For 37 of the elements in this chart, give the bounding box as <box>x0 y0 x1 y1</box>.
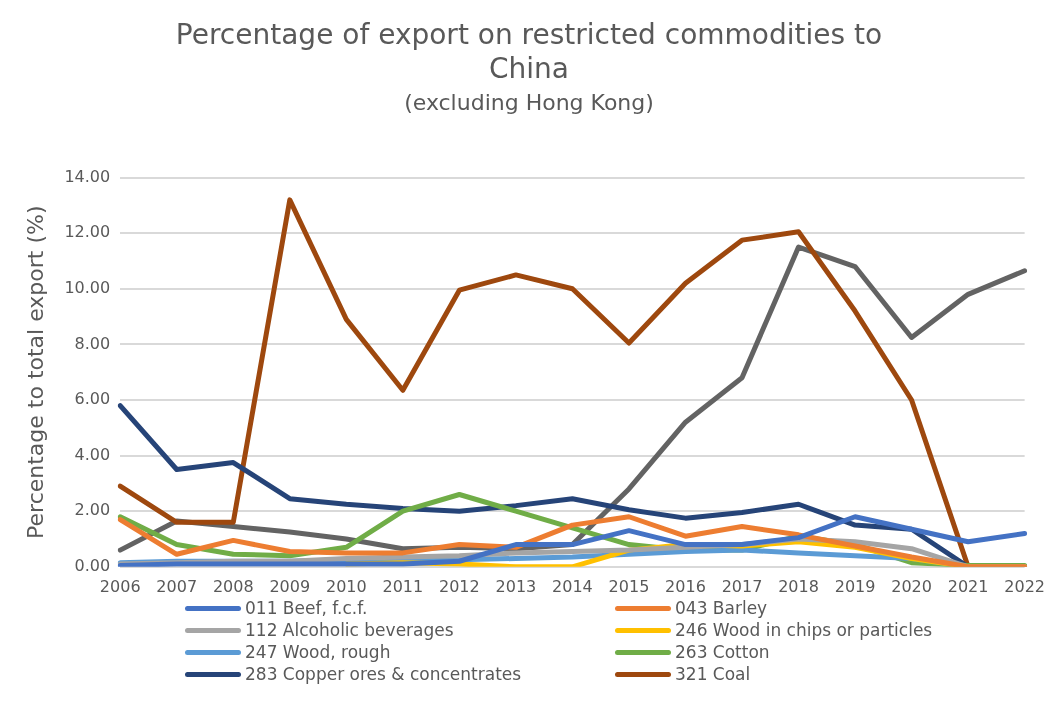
legend-label: 246 Wood in chips or particles <box>675 620 933 640</box>
x-tick-label: 2020 <box>891 576 932 596</box>
x-tick-label: 2021 <box>947 576 989 596</box>
x-tick-label: 2019 <box>834 576 876 596</box>
y-tick-label: 0.00 <box>74 555 111 575</box>
x-tick-label: 2013 <box>495 576 537 596</box>
y-tick-label: 12.00 <box>64 222 111 242</box>
y-axis-title: Percentage to total export (%) <box>22 205 48 539</box>
y-tick-label: 4.00 <box>74 444 111 464</box>
x-tick-label: 2010 <box>325 576 367 596</box>
text: Percentage of export on restricted commodities to <box>175 18 883 52</box>
x-tick-label: 2022 <box>1004 576 1045 596</box>
legend-label: 247 Wood, rough <box>245 642 391 662</box>
x-tick-label: 2014 <box>552 576 593 596</box>
x-tick-label: 2006 <box>99 576 141 596</box>
y-tick-label: 10.00 <box>64 277 111 297</box>
x-tick-label: 2009 <box>269 576 311 596</box>
legend-label: 283 Copper ores & concentrates <box>245 664 522 684</box>
x-tick-label: 2007 <box>156 576 198 596</box>
legend-label: 263 Cotton <box>675 642 770 662</box>
y-tick-label: 2.00 <box>74 500 111 520</box>
text: China <box>489 51 569 85</box>
x-tick-label: 2017 <box>721 576 763 596</box>
legend-label: 112 Alcoholic beverages <box>245 620 454 640</box>
legend-label: 043 Barley <box>675 598 768 618</box>
chart-subtitle: (excluding Hong Kong) <box>404 90 654 116</box>
x-tick-label: 2008 <box>212 576 254 596</box>
x-tick-label: 2015 <box>608 576 650 596</box>
x-tick-label: 2011 <box>382 576 424 596</box>
legend-label: 011 Beef, f.c.f. <box>245 598 368 618</box>
y-tick-label: 6.00 <box>74 389 111 409</box>
legend-label: 321 Coal <box>675 664 751 684</box>
x-tick-label: 2016 <box>665 576 706 596</box>
y-tick-label: 14.00 <box>64 166 111 186</box>
y-tick-label: 8.00 <box>74 333 111 353</box>
x-tick-label: 2012 <box>439 576 480 596</box>
x-tick-label: 2018 <box>778 576 819 596</box>
